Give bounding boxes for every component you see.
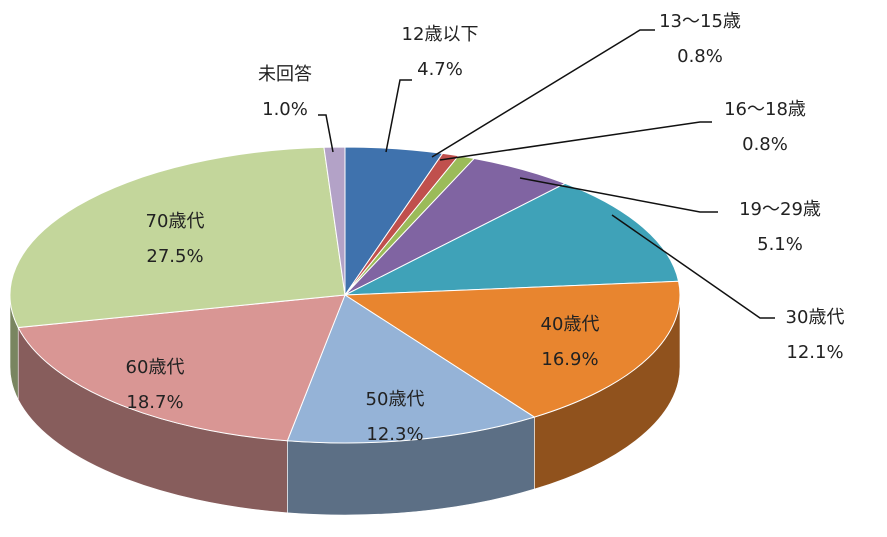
- slice: [323, 146, 346, 296]
- slice-value-label: 0.8%: [677, 46, 723, 67]
- slice-label: 40歳代: [541, 314, 600, 335]
- slice-value-label: 16.9%: [541, 349, 598, 370]
- leader-line: [519, 177, 718, 213]
- slice-label: 70歳代: [146, 211, 205, 232]
- slice-value-label: 1.0%: [262, 99, 308, 120]
- slice-label: 50歳代: [366, 389, 425, 410]
- slice: [9, 146, 346, 329]
- slice: [17, 294, 346, 442]
- slice-label: 16〜18歳: [724, 99, 806, 120]
- leader-line: [439, 121, 712, 161]
- slice-label: 13〜15歳: [659, 11, 741, 32]
- slice-label: 60歳代: [126, 357, 185, 378]
- slice-value-label: 27.5%: [146, 246, 203, 267]
- slice-label: 19〜29歳: [739, 199, 821, 220]
- leader-line: [611, 214, 775, 319]
- leader-line: [431, 29, 655, 158]
- slice: [343, 280, 681, 418]
- slice-value-label: 0.8%: [742, 134, 788, 155]
- leader-line: [385, 79, 412, 153]
- slice-value-label: 12.3%: [366, 424, 423, 445]
- slice-value-label: 12.1%: [786, 342, 843, 363]
- slice-value-label: 18.7%: [126, 392, 183, 413]
- slice-label: 未回答: [258, 64, 312, 85]
- slice-label: 12歳以下: [402, 24, 479, 45]
- slice-label: 30歳代: [786, 307, 845, 328]
- slice: [286, 294, 536, 444]
- slice-value-label: 5.1%: [757, 234, 803, 255]
- slice-value-label: 4.7%: [417, 59, 463, 80]
- leader-line: [318, 114, 334, 153]
